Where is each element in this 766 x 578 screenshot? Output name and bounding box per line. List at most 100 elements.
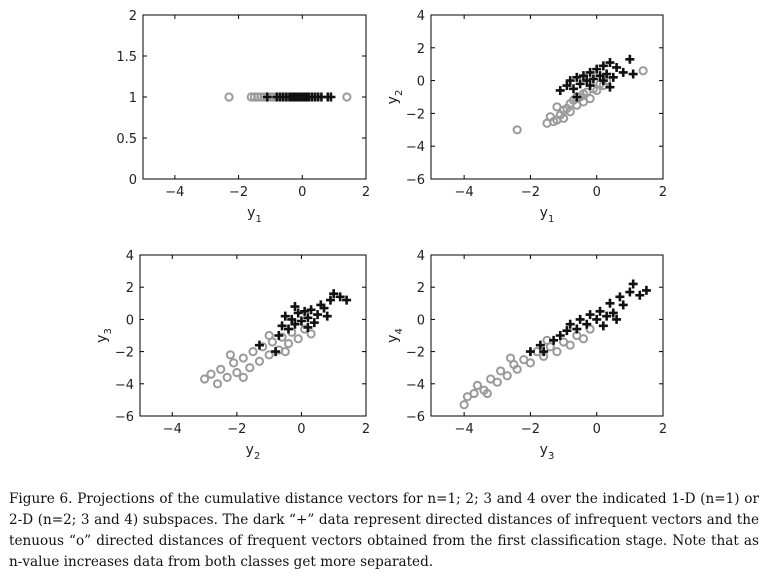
data-point-plus: [280, 311, 290, 321]
y-tick-label: −6: [406, 410, 425, 425]
data-point-plus: [572, 324, 582, 334]
data-point-o: [585, 94, 595, 104]
data-point-o: [558, 105, 569, 115]
data-point-o: [512, 125, 522, 135]
y-tick-label: −6: [406, 173, 425, 188]
data-point-o: [229, 358, 239, 368]
axes-box: [430, 14, 664, 180]
axes-box: [139, 254, 367, 417]
x-tick-label: 0: [593, 422, 601, 437]
data-point-o: [264, 350, 274, 360]
y-tick-label: 4: [417, 9, 425, 24]
data-point-plus: [562, 326, 572, 336]
y-axis-label: y4: [385, 328, 405, 343]
data-point-plus: [588, 74, 598, 84]
data-point-plus: [598, 61, 608, 71]
data-point-o: [206, 369, 216, 379]
y-tick-label: 4: [126, 249, 134, 264]
data-point-o: [212, 379, 223, 389]
data-point-plus: [575, 314, 585, 324]
data-point-o: [216, 364, 226, 374]
x-tick-label: 2: [362, 422, 370, 437]
data-point-plus: [262, 92, 272, 102]
data-point-o: [225, 350, 235, 360]
data-point-plus: [329, 289, 339, 299]
y-tick-label: 0: [417, 75, 425, 90]
data-point-o: [552, 347, 562, 357]
data-point-plus: [322, 311, 332, 321]
data-point-plus: [309, 318, 319, 328]
data-point-o: [248, 347, 258, 357]
y-tick-label: −2: [115, 346, 134, 361]
data-point-plus: [306, 305, 316, 315]
x-axis-label: y1: [247, 205, 262, 225]
data-point-plus: [335, 292, 345, 302]
data-point-o: [199, 374, 210, 384]
data-point-o: [578, 89, 589, 99]
data-point-plus: [592, 64, 602, 74]
y-tick-label: 0.5: [116, 132, 137, 147]
data-point-o: [222, 372, 232, 382]
y-tick-label: 1.5: [116, 50, 137, 65]
data-point-o: [342, 92, 352, 102]
data-point-o: [283, 338, 294, 349]
y-tick-label: 0: [126, 313, 134, 328]
data-point-plus: [539, 347, 549, 357]
data-point-plus: [569, 84, 579, 94]
data-point-o: [293, 334, 303, 344]
panel-2: −4 −2 0 2 −6 −4 −2 0 2 4 y1 y2: [385, 9, 667, 225]
data-point-plus: [641, 285, 651, 295]
data-point-plus: [549, 335, 559, 345]
data-point-o: [254, 356, 265, 366]
data-point-plus: [277, 321, 287, 331]
data-point-plus: [562, 81, 572, 91]
x-tick-label: −4: [455, 185, 474, 200]
data-point-plus: [618, 67, 628, 77]
data-point-plus: [271, 347, 281, 357]
x-tick-label: 2: [659, 422, 667, 437]
y-tick-label: 0: [417, 313, 425, 328]
y-tick-label: 1: [129, 91, 137, 106]
data-point-plus: [313, 310, 323, 320]
data-point-o: [469, 388, 479, 399]
data-point-plus: [598, 321, 608, 331]
x-tick-label: −4: [455, 422, 474, 437]
infrequent-series: [525, 279, 651, 357]
x-tick-label: 2: [659, 185, 667, 200]
data-point-plus: [592, 314, 602, 324]
infrequent-series: [254, 289, 352, 357]
data-point-plus: [635, 290, 645, 300]
data-point-plus: [300, 306, 310, 316]
data-point-plus: [582, 76, 592, 86]
data-point-plus: [605, 298, 615, 308]
frequent-series: [199, 324, 316, 389]
x-tick-label: 0: [298, 185, 306, 200]
x-axis-label: y2: [246, 442, 261, 462]
data-point-plus: [525, 347, 535, 357]
data-point-plus: [612, 62, 622, 72]
data-point-plus: [319, 303, 329, 313]
data-point-plus: [303, 313, 313, 323]
data-point-o: [306, 329, 316, 339]
data-point-plus: [628, 69, 638, 79]
x-tick-label: −2: [227, 422, 246, 437]
infrequent-series: [262, 92, 336, 102]
data-point-plus: [293, 308, 303, 318]
data-point-plus: [612, 314, 622, 324]
y-tick-label: 0: [129, 173, 137, 188]
x-tick-label: −2: [521, 422, 540, 437]
y-tick-label: 2: [417, 281, 425, 296]
data-point-plus: [290, 302, 300, 312]
data-point-o: [238, 372, 248, 382]
data-point-o: [224, 92, 234, 102]
data-point-plus: [585, 310, 595, 320]
data-point-o: [482, 388, 492, 399]
data-point-plus: [595, 306, 605, 316]
data-point-plus: [585, 81, 595, 91]
x-axis-label: y3: [540, 442, 555, 462]
data-point-o: [245, 363, 255, 373]
data-point-plus: [290, 319, 300, 329]
data-point-plus: [582, 319, 592, 329]
data-point-plus: [555, 331, 565, 340]
panel-4: −4 −2 0 2 −6 −4 −2 0 2 4 y3 y4: [385, 249, 667, 462]
